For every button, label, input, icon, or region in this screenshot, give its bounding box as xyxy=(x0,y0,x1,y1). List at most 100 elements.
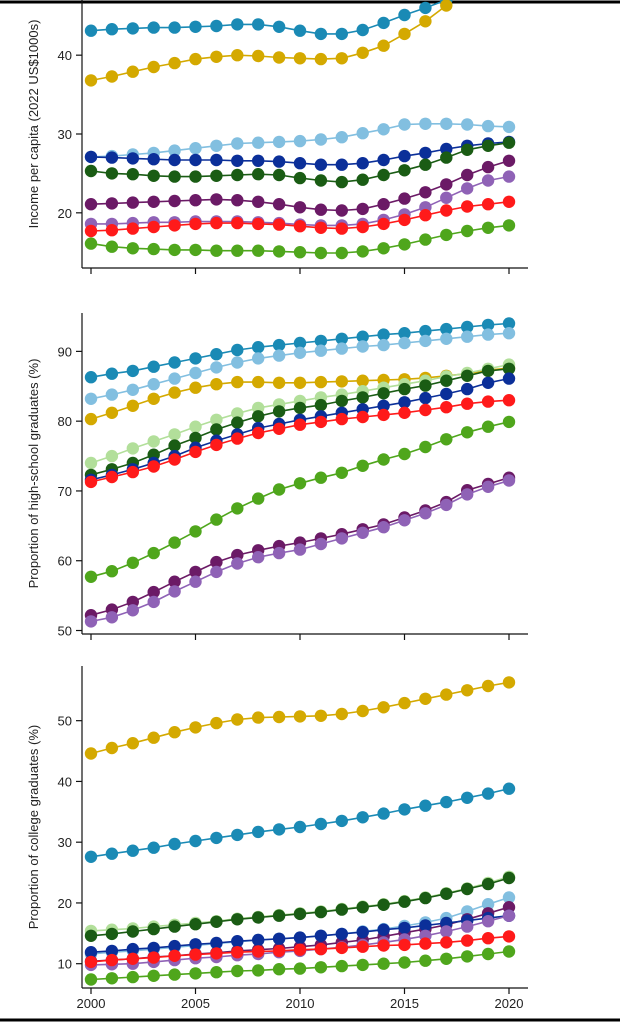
data-point xyxy=(105,927,119,941)
data-point xyxy=(440,688,453,701)
data-point xyxy=(84,392,98,405)
data-point xyxy=(147,378,160,391)
data-point xyxy=(502,120,516,134)
data-point xyxy=(356,245,369,258)
data-point xyxy=(502,394,516,407)
data-point xyxy=(252,217,265,231)
data-point xyxy=(189,20,202,33)
x-tick-label: 2010 xyxy=(286,996,315,1011)
data-point xyxy=(272,245,286,258)
data-point xyxy=(356,940,369,953)
data-point xyxy=(231,913,244,926)
data-point xyxy=(356,173,369,186)
data-point xyxy=(210,555,223,569)
data-point xyxy=(502,676,516,689)
data-point xyxy=(272,944,286,958)
data-point xyxy=(84,237,98,250)
data-point xyxy=(293,52,307,65)
data-point xyxy=(314,709,328,722)
data-point xyxy=(293,962,307,975)
data-point xyxy=(231,964,244,978)
data-point xyxy=(293,201,307,214)
data-point xyxy=(126,22,139,35)
data-point xyxy=(314,203,328,216)
data-point xyxy=(419,15,432,28)
y-tick-label: 80 xyxy=(58,414,72,429)
data-point xyxy=(105,240,119,253)
data-point xyxy=(252,825,265,839)
chart-panel-1: 20 30 40 Income per capita (2022 US$1000s) xyxy=(26,0,528,274)
data-point xyxy=(84,150,98,164)
data-point xyxy=(293,710,307,723)
series-group xyxy=(84,0,516,260)
data-point xyxy=(335,927,348,941)
data-point xyxy=(252,426,265,440)
data-point xyxy=(105,953,119,967)
data-point xyxy=(398,382,411,396)
data-point xyxy=(440,178,453,191)
data-point xyxy=(440,332,453,345)
data-point xyxy=(335,532,348,545)
data-point xyxy=(481,420,495,433)
data-point xyxy=(481,932,495,945)
data-point xyxy=(147,731,160,744)
data-point xyxy=(189,948,202,961)
data-point xyxy=(481,395,495,408)
y-tick-label: 20 xyxy=(58,896,72,911)
data-point xyxy=(356,46,369,59)
data-point xyxy=(502,327,516,340)
data-point xyxy=(231,216,244,230)
data-point xyxy=(419,692,432,705)
series-line-2 xyxy=(90,4,447,82)
data-point xyxy=(105,70,119,83)
data-point xyxy=(419,324,432,338)
data-point xyxy=(210,966,223,979)
data-point xyxy=(168,920,181,933)
data-point xyxy=(502,154,516,167)
data-point xyxy=(168,219,181,232)
data-point xyxy=(314,27,328,41)
data-point xyxy=(210,716,223,730)
data-point xyxy=(461,330,474,343)
data-point xyxy=(252,195,265,208)
y-tick-label: 10 xyxy=(58,957,72,972)
data-point xyxy=(147,546,160,560)
data-point xyxy=(377,453,390,466)
data-point xyxy=(481,915,495,928)
data-point xyxy=(398,696,411,710)
data-point xyxy=(314,398,328,412)
data-point xyxy=(210,139,223,152)
data-point xyxy=(231,432,244,445)
y-axis-title: Income per capita (2022 US$1000s) xyxy=(26,20,41,229)
chart-panel-3: 10 20 30 40 50 2000 2005 2010 2015 2020 Proportion… xyxy=(26,666,528,1011)
data-point xyxy=(168,153,181,167)
data-point xyxy=(419,186,432,199)
data-point xyxy=(377,338,390,352)
data-point xyxy=(377,217,390,231)
data-point xyxy=(189,381,202,394)
data-point xyxy=(440,0,453,12)
data-point xyxy=(105,23,119,36)
data-point xyxy=(293,246,307,259)
data-point xyxy=(293,157,307,170)
data-point xyxy=(481,947,495,961)
data-point xyxy=(356,704,369,718)
data-point xyxy=(398,8,411,22)
data-point xyxy=(126,844,139,857)
data-point xyxy=(272,155,286,168)
data-point xyxy=(398,149,411,163)
data-point xyxy=(461,320,474,334)
data-point xyxy=(377,807,390,820)
data-point xyxy=(105,224,119,237)
data-point xyxy=(272,198,286,211)
data-point xyxy=(502,945,516,958)
data-point xyxy=(502,219,516,232)
data-point xyxy=(210,361,223,374)
data-point xyxy=(481,221,495,234)
data-point xyxy=(231,154,244,167)
data-point xyxy=(419,403,432,417)
data-point xyxy=(189,525,202,538)
data-point xyxy=(272,963,286,976)
data-point xyxy=(210,565,223,579)
data-point xyxy=(126,364,139,378)
